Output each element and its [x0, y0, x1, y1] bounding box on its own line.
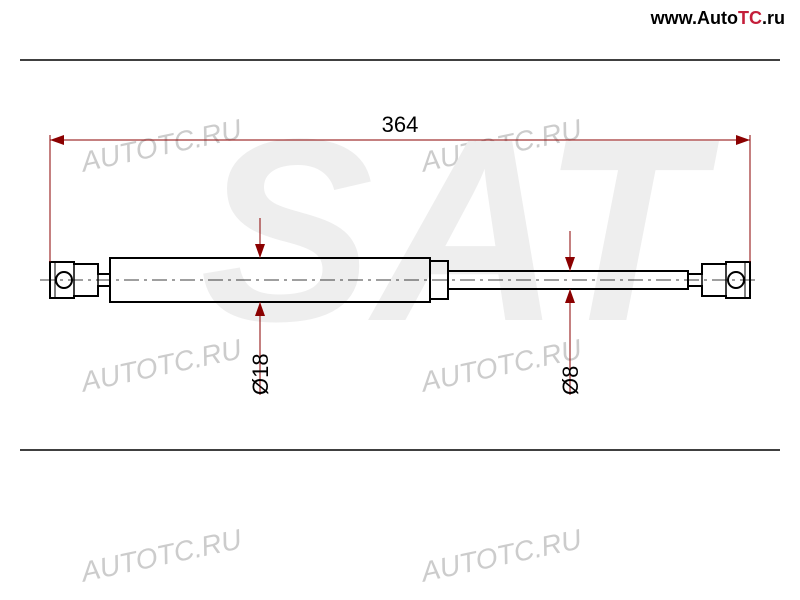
- svg-text:364: 364: [382, 112, 419, 137]
- svg-text:SAT: SAT: [200, 86, 721, 376]
- technical-drawing: SAT 364 Ø18 Ø8: [0, 0, 800, 600]
- svg-text:Ø18: Ø18: [248, 353, 273, 395]
- sat-logo-watermark: SAT: [200, 86, 721, 376]
- diagram-container: www.AutoTC.ru AUTOTC.RUAUTOTC.RUAUTOTC.R…: [0, 0, 800, 600]
- svg-text:Ø8: Ø8: [558, 366, 583, 395]
